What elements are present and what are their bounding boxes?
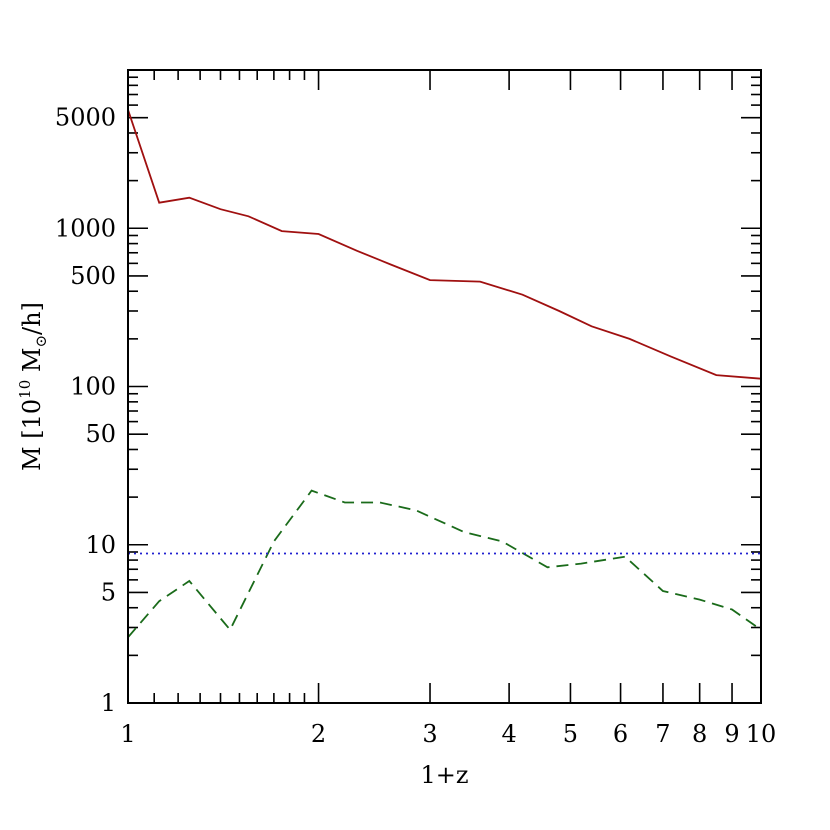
series-lines xyxy=(127,109,762,638)
y-axis-label-suffix: /h] xyxy=(18,302,46,335)
y-tick-label: 5000 xyxy=(55,104,116,132)
y-axis-label: M [1010 M⊙/h] xyxy=(16,302,50,471)
y-tick-label: 50 xyxy=(85,420,116,448)
x-tick-label: 5 xyxy=(563,720,578,748)
y-tick-label: 1000 xyxy=(55,214,116,242)
y-axis-label-middle: M xyxy=(18,348,46,380)
y-tick-label: 500 xyxy=(70,262,116,290)
x-tick-label: 8 xyxy=(692,720,707,748)
major-ticks xyxy=(127,70,762,704)
plot-frame xyxy=(127,69,762,704)
minor-ticks xyxy=(128,70,761,703)
y-tick-label: 5 xyxy=(101,578,116,606)
x-tick-label: 6 xyxy=(613,720,628,748)
y-tick-label: 10 xyxy=(85,531,116,559)
x-tick-label: 10 xyxy=(746,720,777,748)
y-tick-label: 1 xyxy=(101,689,116,717)
y-axis-label-subscript: ⊙ xyxy=(32,335,50,348)
x-tick-label: 1 xyxy=(120,720,135,748)
series-dashed-line xyxy=(127,489,762,638)
series-solid-line xyxy=(127,109,762,380)
x-tick-label: 2 xyxy=(311,720,326,748)
x-tick-label: 9 xyxy=(724,720,739,748)
x-tick-label: 3 xyxy=(422,720,437,748)
y-tick-labels: 1 5 10 50 100 500 1000 5000 xyxy=(55,104,116,717)
y-tick-label: 100 xyxy=(70,373,116,401)
y-axis-label-prefix: M [10 xyxy=(18,399,46,471)
x-tick-label: 4 xyxy=(501,720,516,748)
x-tick-labels: 1 2 3 4 5 6 7 8 9 10 xyxy=(120,720,776,748)
y-axis-label-exponent: 10 xyxy=(16,380,34,399)
x-tick-label: 7 xyxy=(655,720,670,748)
x-axis-label: 1+z xyxy=(420,761,468,789)
